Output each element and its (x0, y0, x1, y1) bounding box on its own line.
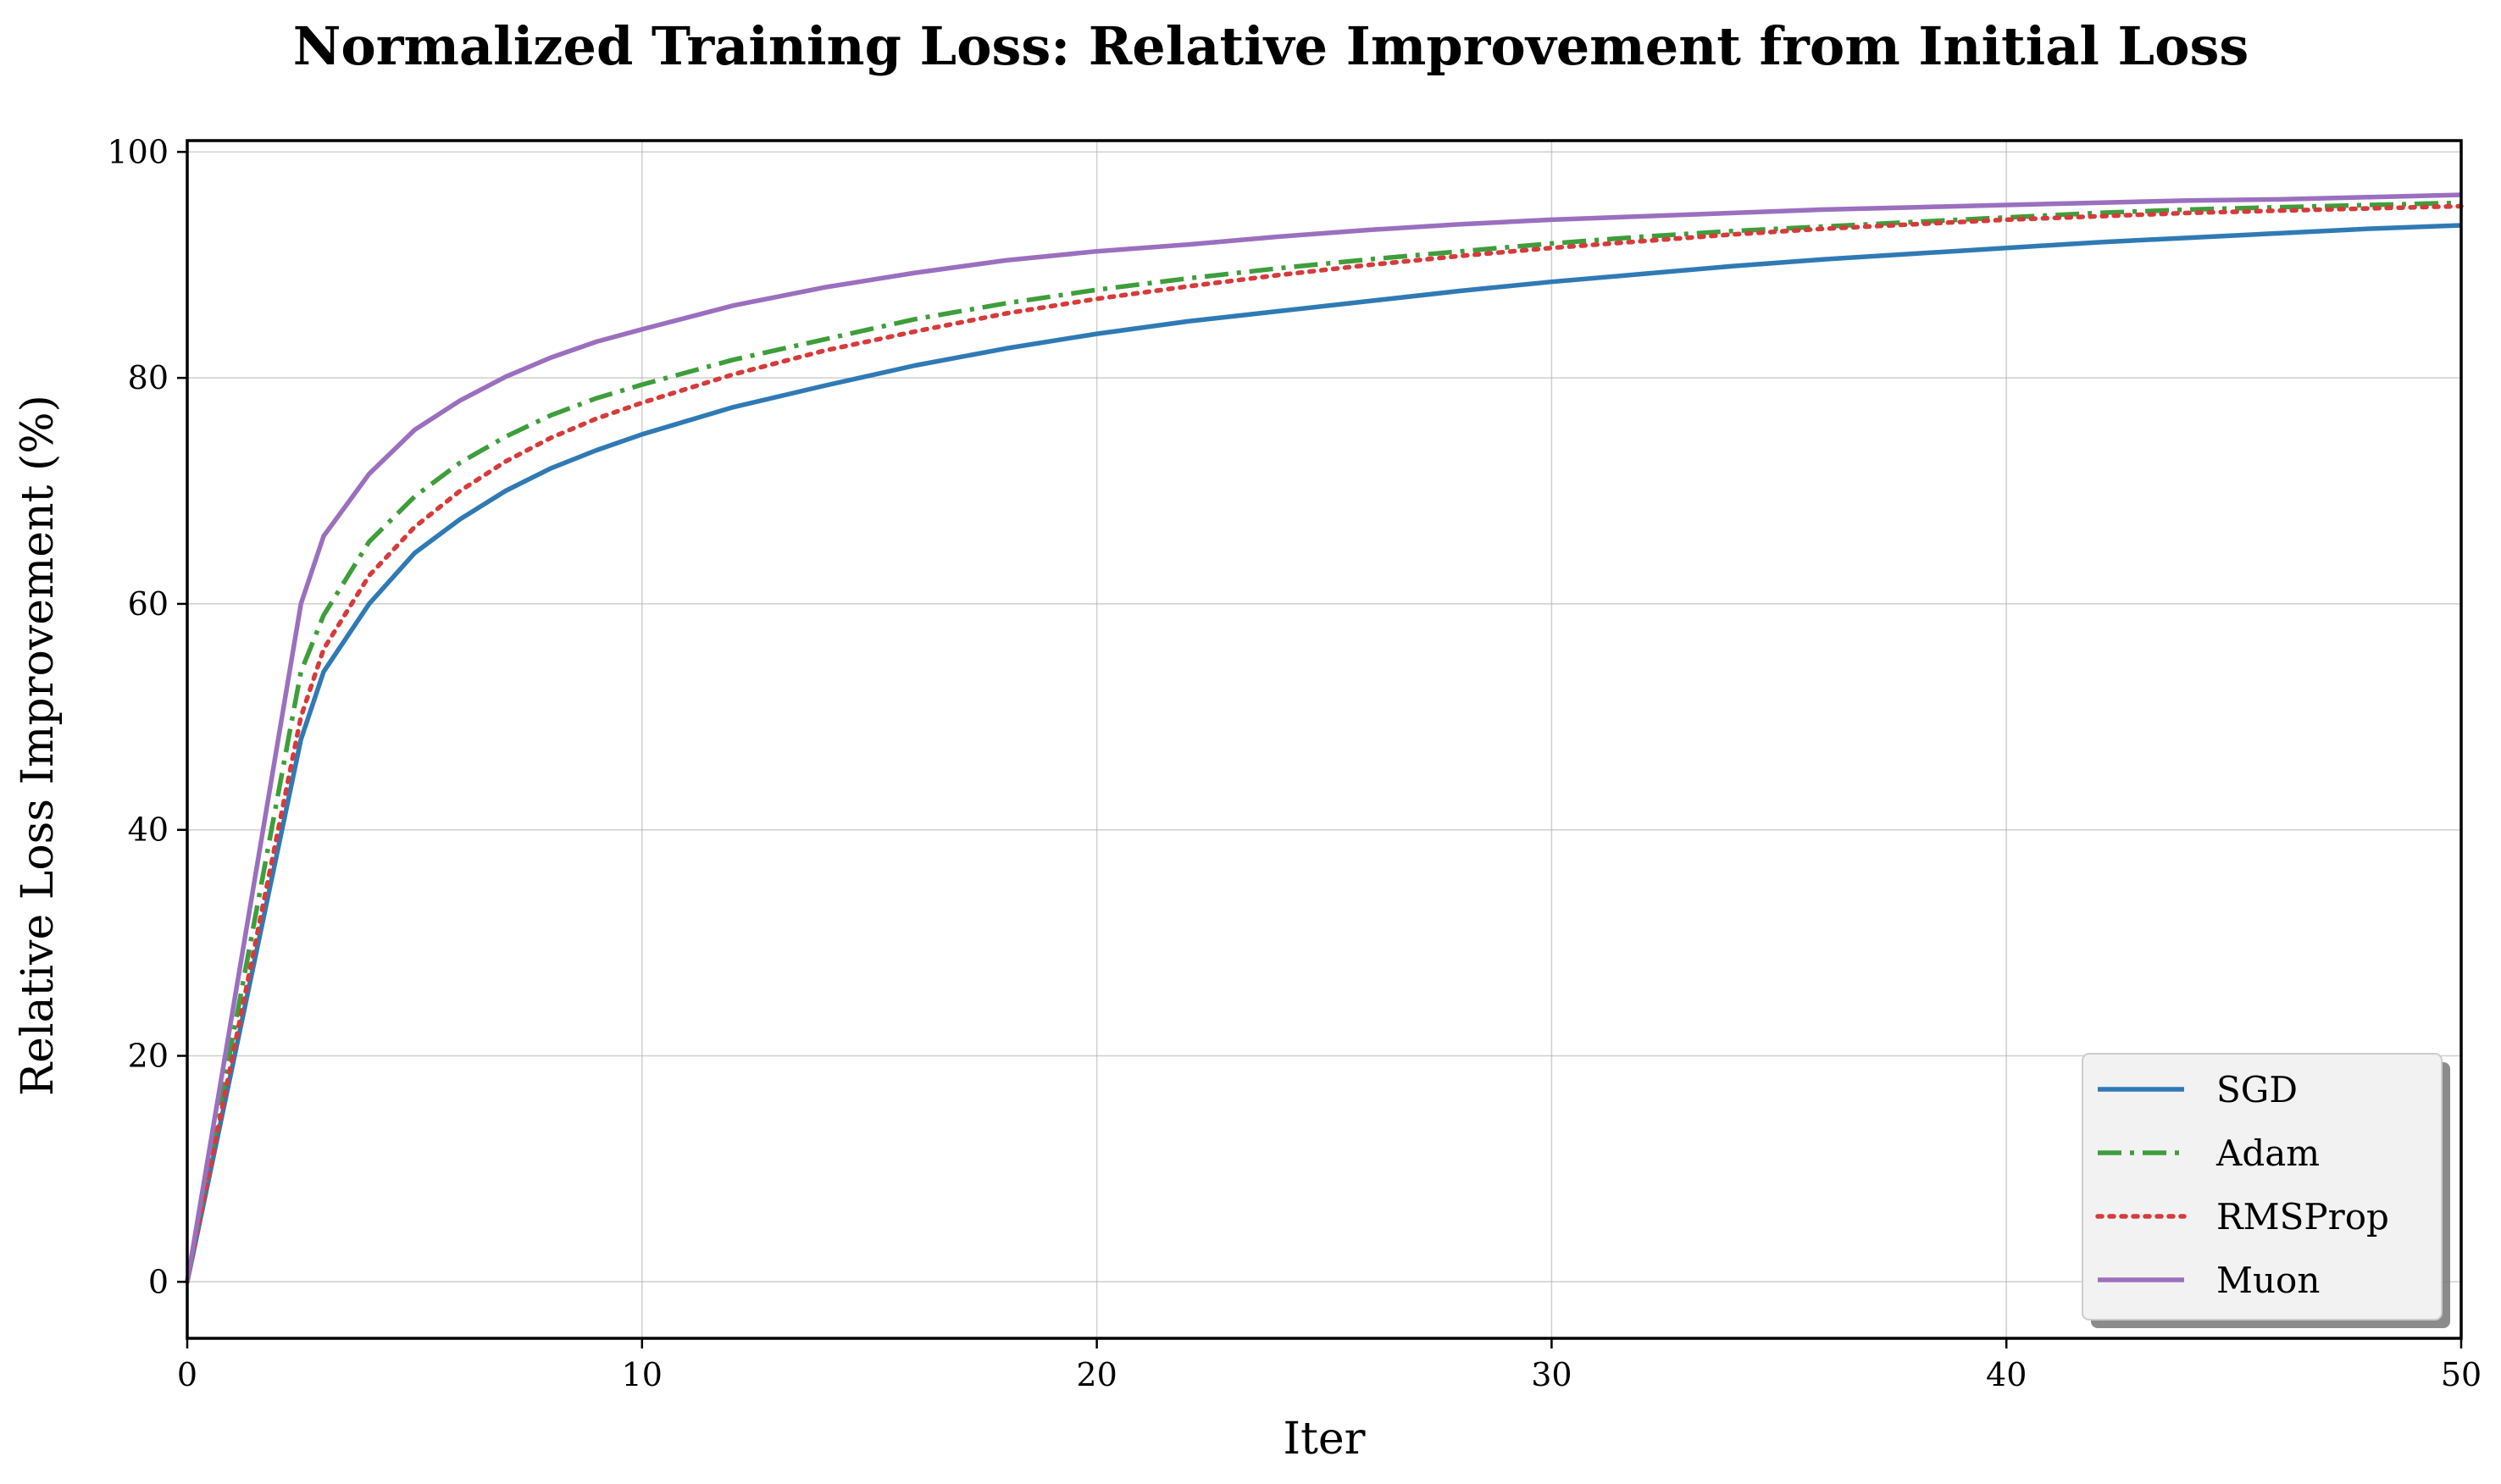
x-tick-label: 50 (2441, 1356, 2482, 1393)
y-axis-label: Relative Loss Improvement (%) (13, 395, 64, 1096)
legend-label-rmsprop: RMSProp (2216, 1196, 2389, 1238)
y-tick-label: 0 (148, 1263, 169, 1300)
legend-label-sgd: SGD (2216, 1069, 2298, 1110)
x-tick-label: 0 (177, 1356, 197, 1393)
plot-area: 0 10 20 30 40 50 0 20 40 60 80 100 (107, 133, 2482, 1393)
series-line-sgd (185, 223, 2462, 1282)
series-line-rmsprop (185, 203, 2464, 1285)
x-tick-label: 10 (622, 1356, 663, 1393)
y-tick-label: 40 (128, 811, 169, 849)
legend-box (2082, 1053, 2443, 1321)
y-tick-label: 20 (128, 1038, 169, 1075)
legend-label-muon: Muon (2216, 1260, 2320, 1301)
plot-frame (186, 139, 2463, 1340)
series-line-adam (185, 200, 2462, 1282)
x-tick-label: 30 (1531, 1356, 1572, 1393)
legend: SGD Adam RMSProp Muon (2082, 1053, 2450, 1328)
y-tick-label: 60 (128, 585, 169, 623)
chart-title: Normalized Training Loss: Relative Impro… (293, 15, 2249, 77)
legend-label-adam: Adam (2215, 1132, 2320, 1174)
x-tick-label: 40 (1986, 1356, 2027, 1393)
series-line-muon (185, 192, 2462, 1282)
x-tick-label: 20 (1076, 1356, 1117, 1393)
x-axis-label: Iter (1283, 1414, 1365, 1465)
y-tick-label: 100 (107, 133, 169, 170)
y-tick-label: 80 (128, 359, 169, 396)
